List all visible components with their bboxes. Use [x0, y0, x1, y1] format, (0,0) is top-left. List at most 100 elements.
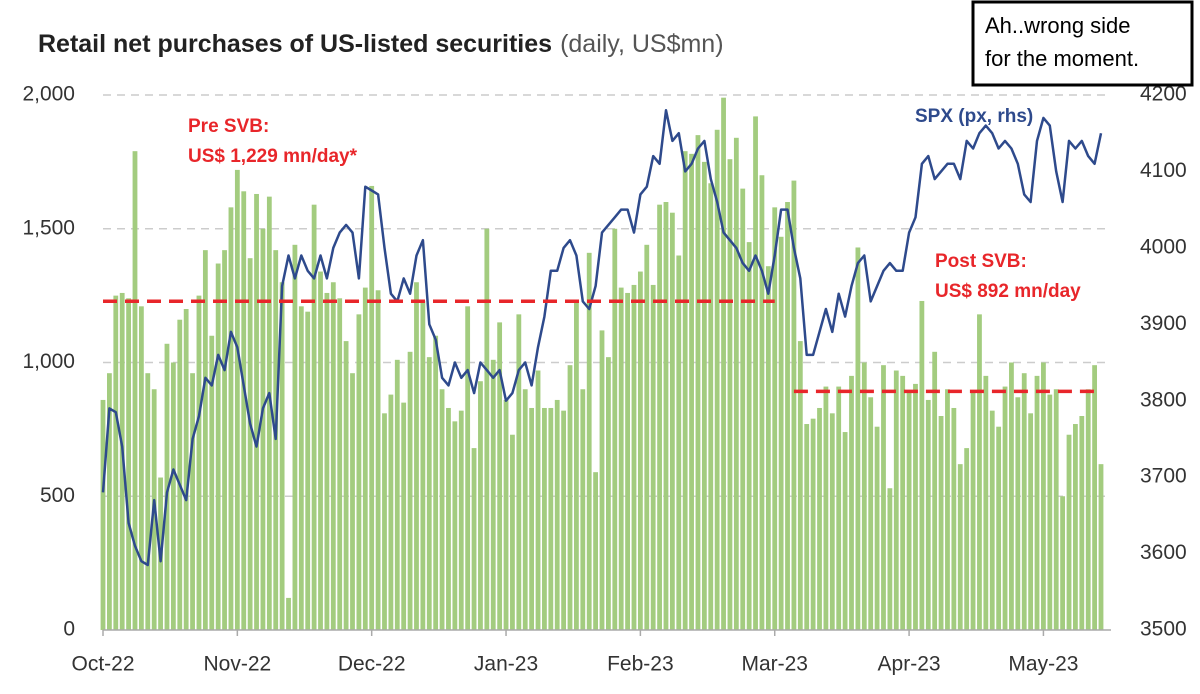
- bar: [855, 247, 861, 630]
- bar: [938, 416, 944, 630]
- bar: [138, 306, 144, 630]
- y-tick-label: 1,500: [22, 216, 75, 239]
- bar: [222, 250, 227, 630]
- bar: [829, 413, 835, 630]
- bar: [765, 266, 771, 630]
- bar: [887, 488, 893, 630]
- bar: [394, 359, 400, 630]
- bar: [132, 151, 138, 631]
- bar: [631, 284, 637, 630]
- bar: [1085, 389, 1091, 630]
- bar: [740, 188, 746, 630]
- bar: [1002, 386, 1008, 630]
- bar: [574, 300, 579, 630]
- bar: [618, 287, 624, 630]
- bar: [1047, 394, 1053, 630]
- bar: [913, 383, 918, 630]
- bar: [676, 255, 682, 630]
- bar: [279, 282, 285, 630]
- bar: [663, 202, 669, 630]
- y2-tick-label: 3500: [1140, 618, 1187, 641]
- bar: [362, 287, 368, 630]
- bar: [388, 394, 394, 630]
- bar: [183, 309, 189, 630]
- bar: [900, 375, 906, 630]
- bar: [580, 389, 586, 630]
- bar: [100, 399, 106, 630]
- bar: [989, 410, 995, 630]
- bar: [254, 193, 259, 630]
- bar: [669, 212, 675, 630]
- bar: [1073, 424, 1078, 630]
- bar: [535, 370, 541, 630]
- x-tick-label: Feb-23: [607, 653, 674, 676]
- bar: [113, 295, 119, 630]
- bar: [522, 389, 528, 630]
- bar: [977, 314, 982, 630]
- bar: [849, 375, 854, 630]
- bar: [644, 244, 650, 631]
- reference-label: US$ 892 mn/day: [935, 281, 1081, 302]
- bar: [369, 185, 375, 630]
- bar: [458, 410, 464, 630]
- bar: [164, 343, 170, 630]
- bar: [881, 365, 886, 630]
- bar: [510, 434, 515, 630]
- bar: [1009, 362, 1014, 630]
- bar: [1098, 464, 1104, 630]
- bar: [810, 418, 816, 630]
- subtitle: (daily, US$mn): [560, 30, 723, 58]
- bar: [318, 271, 323, 630]
- y2-tick-label: 3900: [1140, 312, 1187, 335]
- y-tick-label: 500: [40, 484, 75, 507]
- bar: [893, 370, 899, 630]
- bar: [695, 135, 701, 630]
- bar: [689, 153, 694, 630]
- bar: [266, 196, 272, 630]
- bar: [714, 129, 720, 630]
- title: Retail net purchases of US-listed securi…: [38, 30, 552, 58]
- bar: [817, 407, 822, 630]
- x-tick-label: Apr-23: [878, 653, 941, 676]
- bar: [1079, 416, 1085, 630]
- bar: [1041, 362, 1046, 630]
- bar: [957, 464, 963, 630]
- bar: [836, 386, 842, 630]
- y2-tick-label: 4000: [1140, 235, 1187, 258]
- bar: [337, 298, 343, 630]
- bar: [925, 399, 931, 630]
- bar: [241, 191, 247, 631]
- bar: [874, 426, 880, 630]
- bar: [292, 244, 298, 631]
- bar: [1021, 373, 1027, 630]
- bar: [753, 116, 758, 630]
- bar: [1066, 434, 1072, 630]
- bar: [478, 381, 483, 630]
- bar: [209, 335, 215, 630]
- x-tick-label: Jan-23: [474, 653, 538, 676]
- annotation: for the moment.: [985, 46, 1139, 71]
- chart-title: Retail net purchases of US-listed securi…: [38, 30, 724, 58]
- bar: [401, 402, 407, 630]
- bar: [446, 407, 451, 630]
- bar: [106, 373, 112, 630]
- bar: [599, 330, 605, 630]
- bar: [797, 341, 803, 630]
- bar: [554, 399, 560, 630]
- bar: [190, 373, 195, 630]
- bar: [746, 242, 752, 630]
- bar: [733, 137, 739, 631]
- reference-label: Post SVB:: [935, 251, 1027, 272]
- bar: [772, 207, 778, 630]
- bar: [497, 322, 503, 630]
- bar: [170, 362, 176, 630]
- bar: [484, 228, 490, 630]
- bar: [503, 399, 509, 630]
- bar: [964, 448, 970, 630]
- bar: [657, 204, 662, 631]
- bar: [759, 175, 765, 630]
- bar: [637, 271, 643, 630]
- bar: [177, 319, 183, 630]
